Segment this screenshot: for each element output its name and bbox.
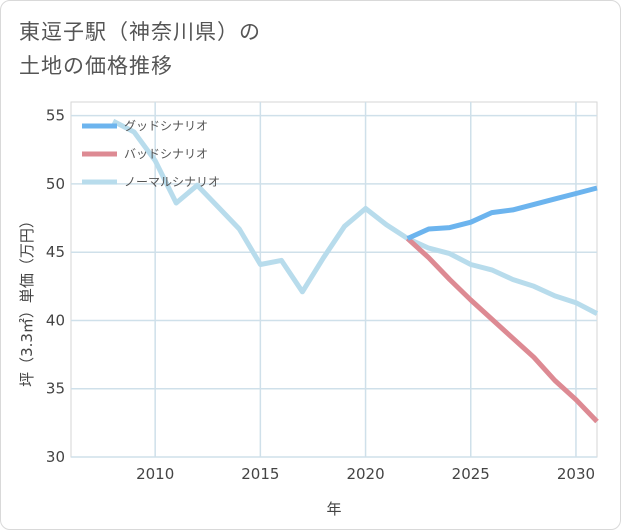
tick-labels: 2010 2015 2020 2025 2030 30 35 40 45 50 55: [46, 107, 595, 483]
chart-title: 東逗子駅（神奈川県）の 土地の価格推移: [19, 15, 261, 83]
title-line-1: 東逗子駅（神奈川県）の: [19, 20, 261, 44]
y-tick-label: 35: [46, 380, 65, 398]
y-tick-label: 55: [46, 107, 65, 125]
x-tick-label: 2010: [136, 465, 174, 483]
grid: [71, 102, 597, 458]
series-line-2: [111, 118, 599, 316]
y-tick-label: 50: [46, 175, 65, 193]
series-line-1: [405, 236, 599, 424]
y-axis-label: 坪（3.3㎡）単価（万円）: [18, 213, 36, 387]
x-tick-label: 2030: [557, 465, 595, 483]
y-tick-label: 30: [46, 448, 65, 466]
x-tick-label: 2015: [241, 465, 279, 483]
series-line-0: [406, 185, 598, 241]
legend-label-0: グッドシナリオ: [124, 119, 208, 133]
legend-label-1: バッドシナリオ: [124, 147, 208, 161]
series-lines: [111, 118, 599, 424]
x-tick-label: 2025: [452, 465, 490, 483]
x-tick-label: 2020: [346, 465, 384, 483]
x-axis-label: 年: [326, 500, 341, 518]
y-tick-label: 45: [46, 243, 65, 261]
title-line-2: 土地の価格推移: [19, 54, 173, 78]
legend-label-2: ノーマルシナリオ: [124, 175, 220, 189]
y-tick-label: 40: [46, 311, 65, 329]
